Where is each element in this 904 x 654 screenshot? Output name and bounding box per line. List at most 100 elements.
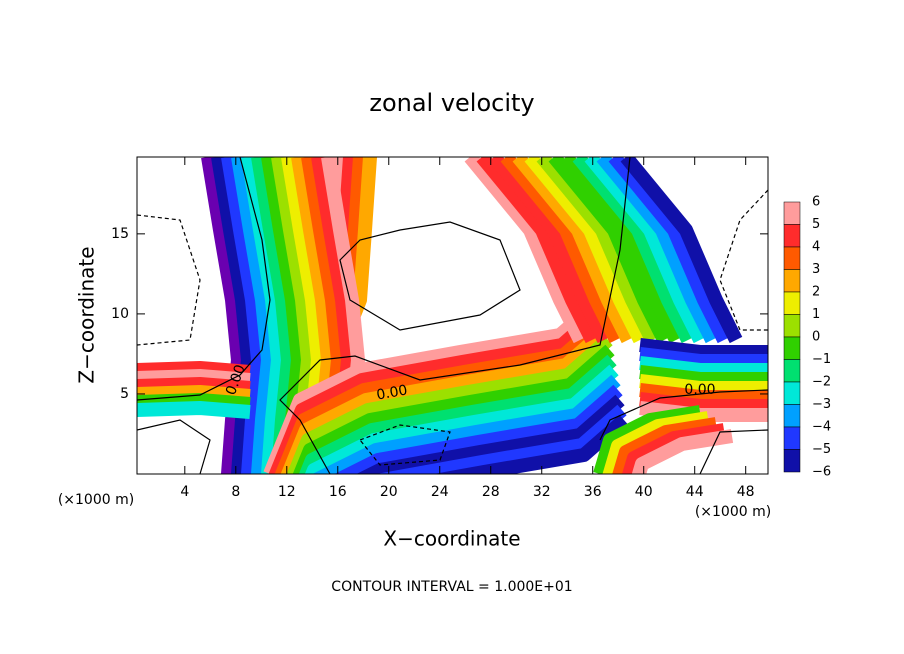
colorbar-label: −2	[812, 375, 831, 390]
colorbar-box	[783, 449, 801, 473]
x-tick-label: 36	[584, 484, 602, 500]
field-band	[612, 417, 718, 474]
chart-title: zonal velocity	[369, 89, 534, 117]
field-band	[211, 157, 255, 474]
contour-line	[279, 157, 631, 474]
field-band	[608, 157, 731, 344]
field-band	[639, 347, 768, 368]
contour-line	[699, 429, 768, 474]
x-tick-label: 48	[737, 484, 755, 500]
field-band	[584, 157, 707, 344]
colorbar-label: 5	[812, 217, 820, 232]
field-band	[596, 157, 719, 344]
colorbar-label: 4	[812, 240, 820, 255]
y-axis-label: Z−coordinate	[75, 246, 99, 383]
x-tick-label: 4	[180, 484, 189, 500]
y-tick-label: 5	[120, 386, 129, 402]
field-band	[488, 157, 611, 344]
field-band	[548, 157, 671, 344]
field-band	[512, 157, 635, 344]
contour-label: 0.00	[375, 382, 408, 403]
field-band	[137, 377, 251, 395]
colorbar-label: 2	[812, 285, 820, 300]
field-band	[524, 157, 647, 344]
contour-line	[599, 389, 768, 441]
contour-lines	[137, 157, 768, 474]
colorbar-label: 0	[812, 330, 820, 345]
field-band	[312, 374, 621, 474]
colorbar-box	[783, 381, 801, 405]
field-band	[476, 157, 599, 344]
x-tick-label: 28	[482, 484, 500, 500]
field-band	[631, 429, 734, 474]
field-band	[137, 361, 251, 379]
field-band	[137, 393, 251, 411]
contour-line	[137, 214, 201, 346]
field-band	[201, 157, 245, 474]
field-band	[334, 384, 623, 474]
field-band	[593, 405, 702, 474]
field-band	[500, 157, 623, 344]
x-axis-label: X−coordinate	[383, 527, 520, 551]
colorbar-box	[783, 269, 801, 293]
field-band	[137, 385, 251, 403]
x-tick-label: 12	[278, 484, 296, 500]
contour-line	[137, 419, 211, 474]
colorbar-label: −3	[812, 397, 831, 412]
x-tick-label: 24	[431, 484, 449, 500]
field-band	[137, 401, 251, 419]
field-band	[221, 157, 265, 474]
field-band	[572, 157, 695, 344]
field-band	[464, 157, 587, 344]
colorbar-label: −6	[812, 465, 831, 480]
field-band	[620, 157, 743, 344]
colorbar-box	[783, 359, 801, 383]
colorbar-box	[783, 246, 801, 270]
field-band	[639, 392, 768, 413]
x-tick-label: 44	[686, 484, 704, 500]
field-band	[639, 365, 768, 386]
colorbar-label: −1	[812, 352, 831, 367]
x-tick-label: 32	[533, 484, 551, 500]
x-tick-label: 20	[380, 484, 398, 500]
field-band	[241, 157, 285, 474]
y-unit: (×1000 m)	[58, 492, 134, 508]
y-tick-label: 15	[111, 226, 129, 242]
colorbar-box	[783, 404, 801, 428]
contour-line	[137, 157, 271, 401]
plot-frame	[136, 156, 769, 475]
colorbar-box	[783, 201, 801, 225]
field-band	[621, 423, 726, 474]
colorbar-label: −4	[812, 420, 831, 435]
field-band	[378, 404, 627, 474]
contour-line	[339, 221, 521, 331]
field-band	[602, 411, 710, 474]
colorbar-box	[783, 224, 801, 248]
colorbar-box	[783, 314, 801, 338]
contour-line	[359, 424, 451, 466]
colorbar-box	[783, 426, 801, 450]
field	[137, 157, 768, 474]
field-band	[639, 383, 768, 404]
y-tick-label: 10	[111, 306, 129, 322]
x-tick-label: 16	[329, 484, 347, 500]
footnote: CONTOUR INTERVAL = 1.000E+01	[331, 579, 572, 595]
colorbar-box	[783, 291, 801, 315]
field-band	[639, 374, 768, 395]
colorbar-box	[783, 336, 801, 360]
colorbar-label: 6	[812, 195, 820, 210]
field-band	[304, 364, 619, 474]
x-unit: (×1000 m)	[695, 504, 771, 520]
colorbar-label: 3	[812, 262, 820, 277]
colorbar-label: 1	[812, 307, 820, 322]
x-tick-label: 8	[231, 484, 240, 500]
field-band	[356, 394, 625, 474]
x-tick-label: 40	[635, 484, 653, 500]
field-band	[639, 356, 768, 377]
colorbar-label: −5	[812, 442, 831, 457]
field-band	[433, 414, 629, 474]
field-band	[560, 157, 683, 344]
contour-label: 0.00	[684, 382, 715, 398]
field-band	[639, 338, 768, 359]
